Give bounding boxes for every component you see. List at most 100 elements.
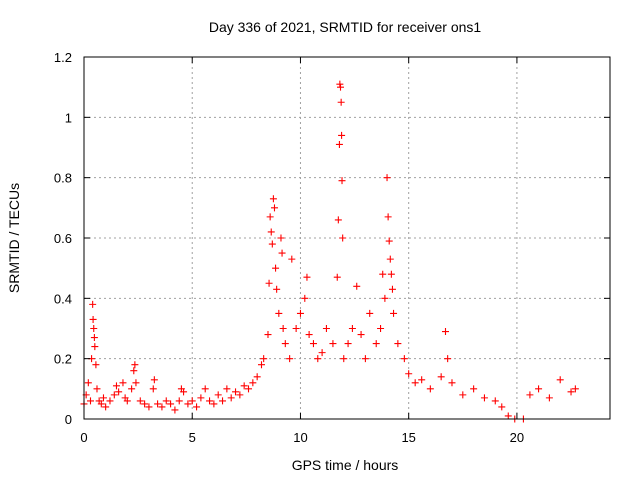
- data-point: [197, 394, 205, 402]
- data-point: [545, 394, 553, 402]
- data-point: [400, 355, 408, 363]
- data-point: [91, 343, 99, 351]
- x-tick-label: 20: [510, 430, 524, 445]
- data-point: [264, 331, 272, 339]
- data-point: [278, 249, 286, 257]
- data-point: [110, 391, 118, 399]
- y-tick-label: 1.2: [54, 50, 72, 65]
- data-point: [357, 331, 365, 339]
- data-point: [273, 285, 281, 293]
- data-point: [333, 273, 341, 281]
- data-point: [372, 340, 380, 348]
- data-point: [286, 355, 294, 363]
- data-point: [571, 385, 579, 393]
- data-point: [329, 340, 337, 348]
- data-point: [526, 391, 534, 399]
- data-point: [97, 400, 105, 408]
- data-point: [193, 403, 201, 411]
- plot-frame: [83, 56, 611, 420]
- data-point: [89, 315, 97, 323]
- data-point: [381, 294, 389, 302]
- data-point: [292, 325, 300, 332]
- data-point: [459, 391, 467, 399]
- data-point: [90, 334, 98, 342]
- data-point: [377, 325, 385, 332]
- data-point: [336, 80, 344, 88]
- data-point: [498, 403, 506, 411]
- data-point: [387, 270, 395, 278]
- data-point: [171, 406, 179, 414]
- y-tick-label: 0.6: [54, 231, 72, 246]
- data-point: [334, 216, 342, 224]
- x-tick-label: 5: [189, 430, 196, 445]
- data-point: [337, 98, 345, 106]
- data-point: [444, 355, 452, 363]
- data-point: [130, 367, 138, 375]
- grid: [84, 57, 610, 419]
- data-point: [240, 382, 248, 390]
- data-point: [145, 403, 153, 411]
- data-point: [136, 397, 144, 405]
- data-point: [265, 279, 273, 287]
- data-point: [386, 255, 394, 263]
- axis-ticks: 0 0.2 0.4 0.6 0.8 1 1.2 0 5 10 15 20: [54, 50, 610, 445]
- y-tick-label: 0.4: [54, 291, 72, 306]
- data-point: [535, 385, 543, 393]
- data-point: [272, 264, 280, 272]
- data-point: [305, 331, 313, 339]
- data-point: [338, 131, 346, 139]
- x-tick-label: 10: [293, 430, 307, 445]
- data-point: [437, 373, 445, 381]
- data-point: [236, 391, 244, 399]
- data-point: [167, 400, 175, 408]
- data-point: [102, 403, 110, 411]
- data-point: [89, 300, 97, 308]
- data-point: [361, 355, 369, 363]
- data-point: [206, 397, 214, 405]
- data-point: [366, 309, 374, 317]
- y-tick-label: 0: [65, 412, 72, 427]
- data-point: [418, 376, 426, 384]
- y-tick-label: 0.8: [54, 171, 72, 186]
- data-point: [448, 379, 456, 387]
- data-point: [175, 397, 183, 405]
- data-point: [267, 228, 275, 236]
- data-point: [257, 361, 265, 369]
- data-point: [223, 385, 231, 393]
- data-point: [379, 270, 387, 278]
- data-point: [480, 394, 488, 402]
- data-point: [184, 400, 192, 408]
- data-point: [132, 379, 140, 387]
- y-tick-label: 0.2: [54, 352, 72, 367]
- data-point: [154, 400, 162, 408]
- data-point: [158, 403, 166, 411]
- data-point: [106, 397, 114, 405]
- data-point: [266, 213, 274, 221]
- data-point: [441, 328, 449, 336]
- data-point: [426, 385, 434, 393]
- data-point: [214, 391, 222, 399]
- data-point: [260, 355, 268, 363]
- data-point: [269, 195, 277, 203]
- data-point: [270, 204, 278, 212]
- data-point: [309, 340, 317, 348]
- data-point: [339, 234, 347, 242]
- data-point: [128, 385, 136, 393]
- data-point: [210, 400, 218, 408]
- chart-title: Day 336 of 2021, SRMTID for receiver ons…: [209, 19, 482, 35]
- data-point: [491, 397, 499, 405]
- data-point: [504, 412, 512, 420]
- data-point: [115, 388, 123, 396]
- data-point: [322, 325, 330, 332]
- data-point: [340, 355, 348, 363]
- data-points: [80, 80, 579, 423]
- data-point: [86, 397, 94, 405]
- data-point: [318, 349, 326, 357]
- y-axis-title: SRMTID / TECUs: [6, 183, 22, 293]
- data-point: [275, 309, 283, 317]
- data-point: [232, 388, 240, 396]
- x-tick-label: 15: [401, 430, 415, 445]
- data-point: [268, 240, 276, 248]
- data-point: [201, 385, 209, 393]
